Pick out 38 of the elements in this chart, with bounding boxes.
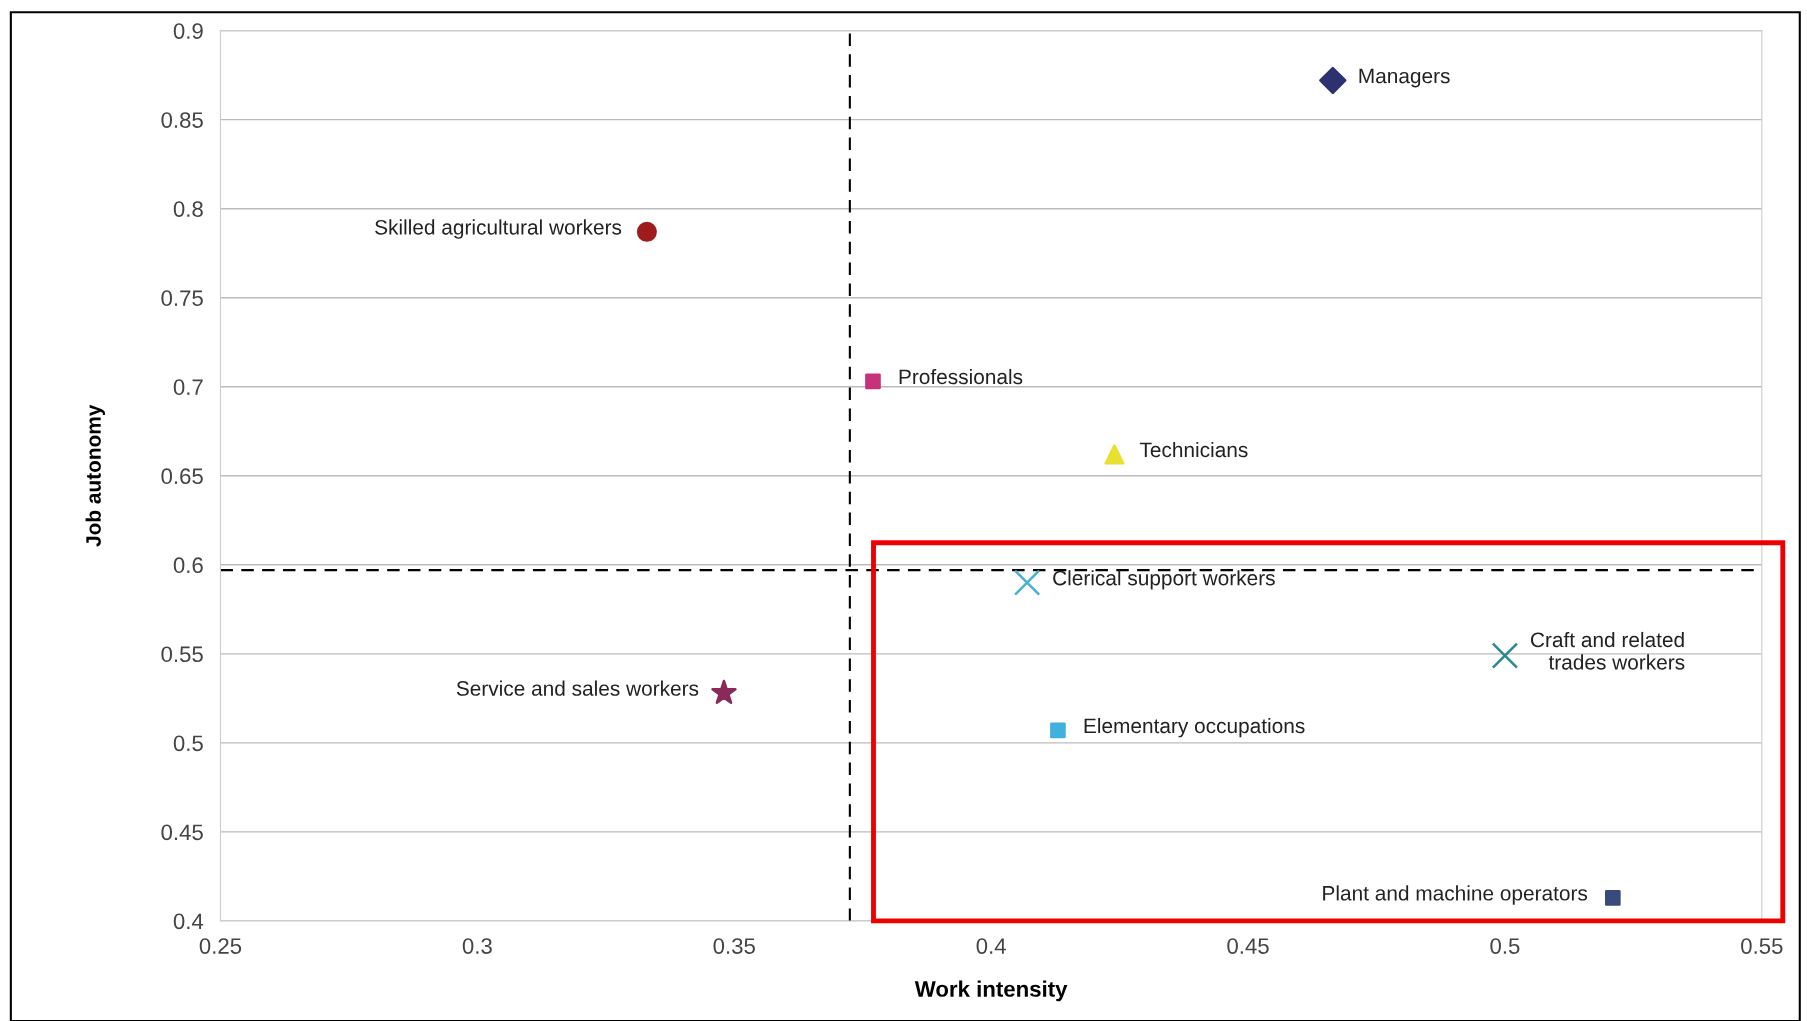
y-tick-label: 0.75 xyxy=(161,290,203,306)
y-axis-title: Job autonomy xyxy=(85,404,105,547)
y-tick-label: 0.7 xyxy=(173,379,203,396)
series-label: Plant and machine operators xyxy=(1323,885,1588,905)
y-tick-label: 0.55 xyxy=(161,646,203,663)
x-tick-label: 0.55 xyxy=(1741,938,1783,954)
y-tick-label: 0.5 xyxy=(173,735,203,752)
series-label: Technicians xyxy=(1139,441,1248,458)
x-tick-label: 0.45 xyxy=(1227,938,1269,954)
series-label: Skilled agricultural workers xyxy=(375,219,622,239)
x-tick-label: 0.5 xyxy=(1490,938,1520,954)
x-axis-title: Work intensity xyxy=(914,980,1068,1002)
point xyxy=(1319,66,1347,95)
point xyxy=(1013,569,1041,596)
y-tick-label: 0.65 xyxy=(161,468,203,485)
series-label: Professionals xyxy=(899,368,1023,385)
point xyxy=(711,679,737,704)
y-tick-label: 0.85 xyxy=(161,112,203,128)
point xyxy=(1491,642,1519,669)
series-label: Elementary occupations xyxy=(1084,717,1305,738)
x-tick-label: 0.3 xyxy=(462,938,492,954)
point xyxy=(1104,444,1125,465)
x-tick-label: 0.4 xyxy=(976,938,1006,954)
y-tick-label: 0.6 xyxy=(173,557,203,574)
series-label: Service and sales workers xyxy=(456,680,699,696)
x-tick-label: 0.35 xyxy=(713,938,755,954)
y-tick-label: 0.45 xyxy=(161,824,203,841)
y-tick-label: 0.8 xyxy=(173,201,203,217)
y-tick-label: 0.9 xyxy=(173,23,203,39)
series-label: Clerical support workers xyxy=(1053,570,1275,590)
series-label: Managers xyxy=(1359,68,1450,88)
point xyxy=(1050,722,1066,739)
y-tick-label: 0.4 xyxy=(173,913,204,930)
point xyxy=(636,221,657,242)
point xyxy=(1604,889,1621,906)
x-tick-label: 0.25 xyxy=(199,938,242,954)
point xyxy=(865,373,881,390)
series-label: Craft and related trades workers xyxy=(1530,631,1685,670)
